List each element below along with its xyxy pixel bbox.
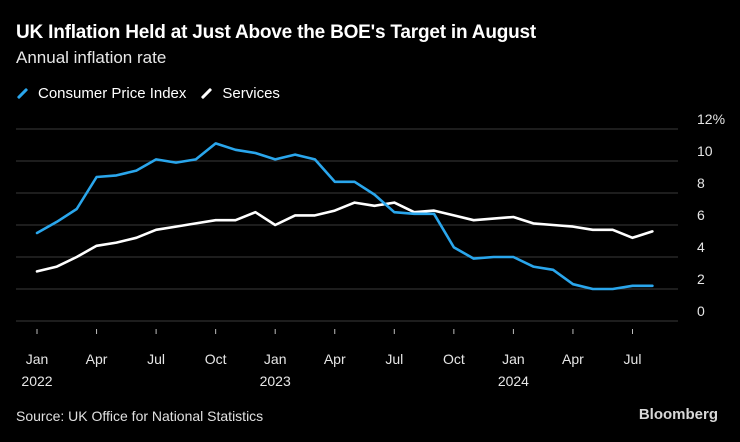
x-tick-label: Apr [86,351,108,367]
x-tick-label: Jul [147,351,165,367]
y-tick-label: 2 [697,271,705,287]
x-tick-year-label: 2022 [21,373,52,389]
bloomberg-logo: Bloomberg [638,406,718,423]
y-tick-label: 0 [697,303,705,319]
y-tick-label: 6 [697,207,705,223]
series-layer [35,142,654,291]
y-tick-label: 10 [697,143,713,159]
x-tick-label: Jan [502,351,525,367]
chart-subtitle: Annual inflation rate [16,48,167,67]
legend-label-cpi: Consumer Price Index [38,85,187,102]
y-tick-label: 12% [697,111,725,127]
chart-title: UK Inflation Held at Just Above the BOE'… [16,22,537,43]
series-line-cpi [35,142,654,291]
legend-item-services: Services [200,85,280,102]
x-axis-ticks: Jan 2022 Apr Jul Oct Jan 2023 Apr Jul Oct Jan 2024 A… [21,329,641,389]
x-tick-label: Apr [324,351,346,367]
y-tick-label: 8 [697,175,705,191]
x-tick-label: Oct [443,351,465,367]
x-tick-year-label: 2024 [498,373,529,389]
chart-legend: Consumer Price Index Services [16,85,294,102]
grid-layer [16,128,678,322]
y-tick-label: 4 [697,239,705,255]
x-tick-label: Apr [562,351,584,367]
x-tick-label: Jan [264,351,287,367]
y-axis-ticks: 0 2 4 6 8 10 12% [697,111,725,319]
source-note: Source: UK Office for National Statistic… [16,408,264,424]
x-tick-label: Jan [26,351,49,367]
legend-item-cpi: Consumer Price Index [16,85,186,102]
x-tick-label: Jul [624,351,642,367]
x-tick-label: Jul [385,351,403,367]
series-line-services [35,201,654,273]
x-tick-year-label: 2023 [260,373,291,389]
x-tick-label: Oct [205,351,227,367]
legend-label-services: Services [222,85,280,102]
